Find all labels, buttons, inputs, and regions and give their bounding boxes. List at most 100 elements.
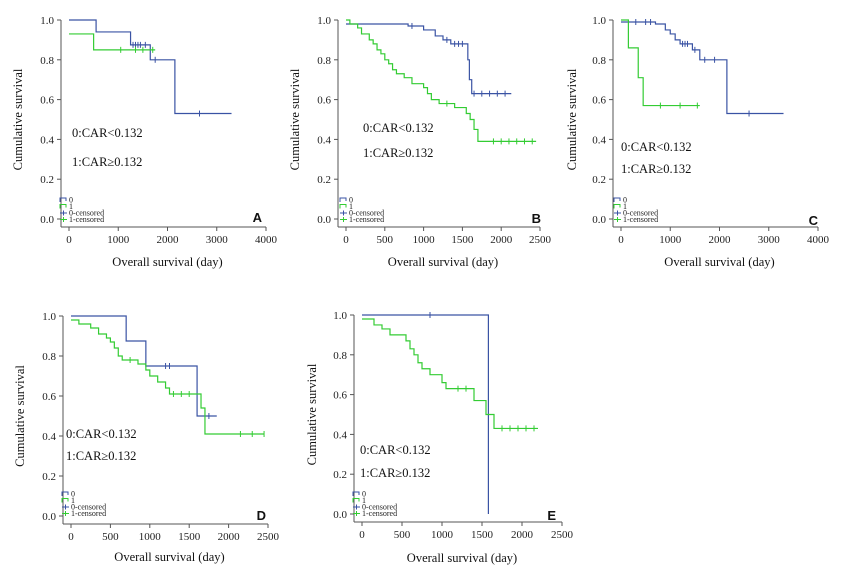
legend-entry: 0	[349, 196, 353, 205]
y-tick-label: 1.0	[317, 15, 331, 27]
legend-entry: 0	[623, 196, 627, 205]
x-axis-label: Overall survival (day)	[664, 255, 774, 269]
x-tick-label: 2000	[218, 531, 241, 543]
legend-entry: 1-censored	[349, 215, 384, 224]
y-tick-label: 0.4	[40, 134, 54, 146]
x-tick-label: 2500	[551, 529, 574, 541]
series-1-curve	[346, 19, 537, 142]
legend-line-swatch	[59, 204, 67, 209]
y-tick-label: 0.8	[592, 55, 606, 67]
y-tick-label: 0.2	[40, 174, 54, 186]
y-tick-label: 0.6	[317, 95, 331, 107]
series-0-curve	[362, 314, 489, 514]
x-tick-label: 2000	[490, 234, 513, 246]
x-tick-label: 4000	[255, 234, 278, 246]
legend-line-swatch	[339, 204, 347, 209]
y-tick-label: 0.6	[333, 390, 347, 402]
x-axis-label: Overall survival (day)	[112, 255, 222, 269]
x-tick-label: 4000	[807, 234, 830, 246]
group-definition-1: 1:CAR≥0.132	[66, 449, 136, 463]
legend-entry: 0-censored	[71, 503, 106, 512]
y-axis-label: Cumulative survival	[13, 365, 27, 467]
legend-line-swatch	[59, 197, 67, 202]
group-definition-0: 0:CAR<0.132	[72, 126, 143, 140]
y-tick-label: 1.0	[592, 15, 606, 27]
group-definition-0: 0:CAR<0.132	[360, 443, 431, 457]
series-1-curve	[69, 33, 156, 51]
y-tick-label: 0.4	[592, 134, 606, 146]
legend-line-swatch	[339, 197, 347, 202]
legend-entry: 1-censored	[362, 509, 397, 518]
x-tick-label: 0	[68, 531, 74, 543]
panel-d: 0.0 0.2 0.4 0.6 0.8 1.0 0 500 1000 1500 2000 2500 Ov…	[13, 311, 280, 564]
legend-entry: 1	[349, 202, 353, 211]
y-tick-label: 0.4	[42, 431, 56, 443]
y-tick-label: 0.0	[42, 511, 56, 523]
series-1-curve	[621, 19, 700, 107]
group-definition-1: 1:CAR≥0.132	[360, 466, 430, 480]
y-tick-label: 0.4	[317, 134, 331, 146]
y-tick-label: 0.4	[333, 429, 347, 441]
legend-line-swatch	[61, 498, 69, 503]
legend-entry: 1-censored	[71, 509, 106, 518]
legend-entry: 1	[71, 496, 75, 505]
x-tick-label: 1500	[451, 234, 474, 246]
series-0-curve	[71, 315, 217, 417]
legend-entry: 0-censored	[362, 503, 397, 512]
legend-entry: 1	[69, 202, 73, 211]
group-definition-1: 1:CAR≥0.132	[621, 162, 691, 176]
x-tick-label: 500	[102, 531, 119, 543]
legend-entry: 1-censored	[69, 215, 104, 224]
legend-line-swatch	[352, 491, 360, 496]
group-definition-1: 1:CAR≥0.132	[72, 155, 142, 169]
y-tick-label: 0.6	[42, 391, 56, 403]
panel-e: 0.0 0.2 0.4 0.6 0.8 1.0 0 500 1000 1500 2000 2500 Ov…	[305, 310, 574, 565]
legend-entry: 1	[623, 202, 627, 211]
y-tick-label: 0.2	[317, 174, 331, 186]
y-tick-label: 0.8	[42, 351, 56, 363]
y-axis-label: Cumulative survival	[11, 68, 25, 170]
y-tick-label: 1.0	[42, 311, 56, 323]
legend-entry: 0	[69, 196, 73, 205]
x-tick-label: 500	[377, 234, 394, 246]
x-tick-label: 0	[618, 234, 624, 246]
x-tick-label: 500	[394, 529, 411, 541]
x-tick-label: 1000	[107, 234, 130, 246]
series-0-curve	[621, 21, 784, 115]
panel-c: 0.0 0.2 0.4 0.6 0.8 1.0 0 1000 2000 3000 4000 Overa…	[565, 15, 830, 269]
legend-line-swatch	[613, 197, 621, 202]
panel-letter: C	[809, 213, 819, 228]
x-tick-label: 2000	[511, 529, 534, 541]
y-tick-label: 0.0	[592, 214, 606, 226]
group-definition-0: 0:CAR<0.132	[66, 427, 137, 441]
panel-letter: A	[253, 210, 263, 225]
x-tick-label: 3000	[758, 234, 781, 246]
group-definition-0: 0:CAR<0.132	[621, 140, 692, 154]
group-definition-1: 1:CAR≥0.132	[363, 146, 433, 160]
x-tick-label: 1000	[413, 234, 436, 246]
y-tick-label: 0.6	[592, 95, 606, 107]
series-1-curve	[71, 319, 265, 435]
x-tick-label: 1500	[178, 531, 201, 543]
group-definition-0: 0:CAR<0.132	[363, 121, 434, 135]
legend-line-swatch	[613, 204, 621, 209]
legend-entry: 0-censored	[623, 209, 658, 218]
x-axis-label: Overall survival (day)	[114, 550, 224, 564]
y-tick-label: 0.0	[317, 214, 331, 226]
y-tick-label: 0.8	[333, 350, 347, 362]
legend-entry: 0-censored	[349, 209, 384, 218]
panel-letter: D	[257, 508, 266, 523]
y-axis-label: Cumulative survival	[288, 68, 302, 170]
x-tick-label: 1000	[659, 234, 682, 246]
panel-letter: B	[532, 211, 541, 226]
y-tick-label: 0.0	[40, 214, 54, 226]
legend-line-swatch	[61, 491, 69, 496]
legend-entry: 1-censored	[623, 215, 658, 224]
y-tick-label: 1.0	[40, 15, 54, 27]
x-tick-label: 1000	[431, 529, 454, 541]
y-tick-label: 0.8	[317, 55, 331, 67]
x-tick-label: 2000	[709, 234, 732, 246]
panel-a: 0.0 0.2 0.4 0.6 0.8 1.0 0 1000 2000 3000 4000 Overa…	[11, 15, 278, 269]
x-tick-label: 2500	[257, 531, 280, 543]
